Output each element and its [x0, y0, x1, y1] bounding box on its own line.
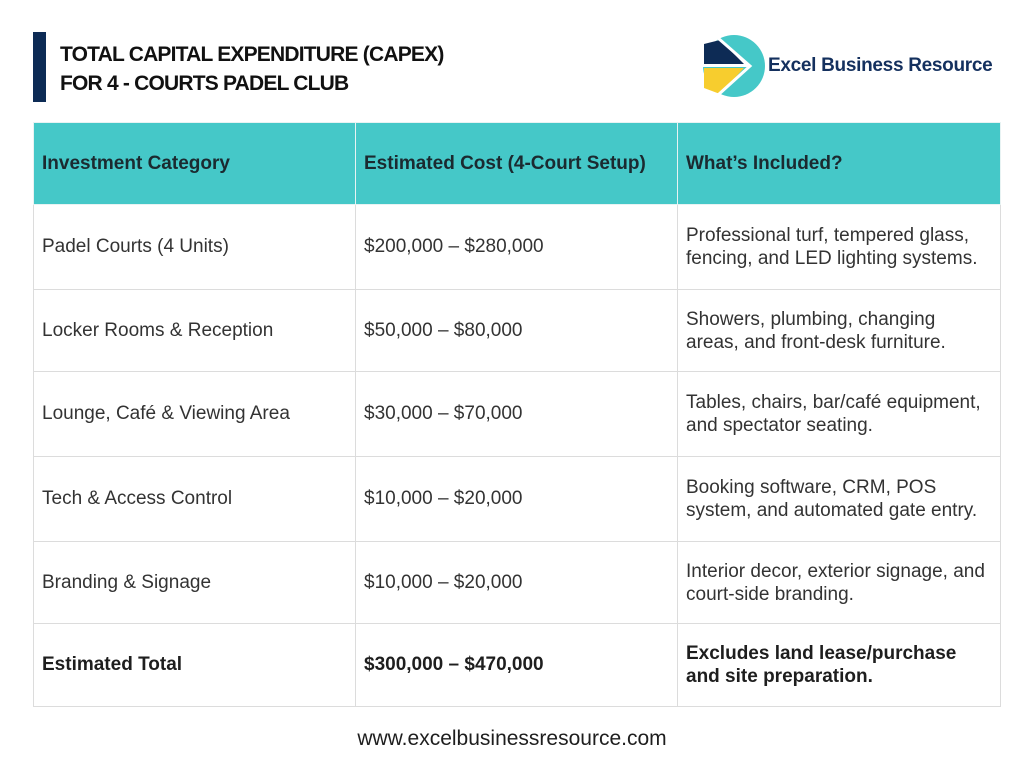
total-label: Estimated Total [33, 623, 356, 707]
included-cell: Interior decor, exterior signage, and co… [677, 541, 1001, 624]
total-cost: $300,000 – $470,000 [355, 623, 678, 707]
included-cell: Professional turf, tempered glass, fenci… [677, 204, 1001, 290]
total-note: Excludes land lease/purchase and site pr… [677, 623, 1001, 707]
cost-cell: $10,000 – $20,000 [355, 456, 678, 542]
included-cell: Tables, chairs, bar/café equipment, and … [677, 371, 1001, 457]
title-accent-bar [33, 32, 46, 102]
category-cell: Locker Rooms & Reception [33, 289, 356, 372]
website-url: www.excelbusinessresource.com [357, 727, 667, 750]
included-cell: Showers, plumbing, changing areas, and f… [677, 289, 1001, 372]
brand-name: Excel Business Resource [768, 55, 993, 76]
included-cell: Booking software, CRM, POS system, and a… [677, 456, 1001, 542]
title-line-1: TOTAL CAPITAL EXPENDITURE (CAPEX) [60, 43, 444, 66]
column-header-category: Investment Category [33, 122, 356, 205]
arrow-circle-logo-icon [701, 35, 765, 97]
category-cell: Padel Courts (4 Units) [33, 204, 356, 290]
table-row: Tech & Access Control $10,000 – $20,000 … [33, 456, 1001, 542]
category-cell: Branding & Signage [33, 541, 356, 624]
capex-table: Investment Category Estimated Cost (4-Co… [33, 122, 1001, 707]
table-row: Locker Rooms & Reception $50,000 – $80,0… [33, 289, 1001, 372]
table-row: Padel Courts (4 Units) $200,000 – $280,0… [33, 204, 1001, 290]
column-header-cost: Estimated Cost (4-Court Setup) [355, 122, 678, 205]
table-row: Lounge, Café & Viewing Area $30,000 – $7… [33, 371, 1001, 457]
cost-cell: $10,000 – $20,000 [355, 541, 678, 624]
page-title: TOTAL CAPITAL EXPENDITURE (CAPEX) FOR 4 … [60, 40, 444, 98]
category-cell: Lounge, Café & Viewing Area [33, 371, 356, 457]
column-header-included: What’s Included? [677, 122, 1001, 205]
category-cell: Tech & Access Control [33, 456, 356, 542]
cost-cell: $30,000 – $70,000 [355, 371, 678, 457]
cost-cell: $50,000 – $80,000 [355, 289, 678, 372]
table-row: Branding & Signage $10,000 – $20,000 Int… [33, 541, 1001, 624]
title-line-2: FOR 4 - COURTS PADEL CLUB [60, 72, 349, 95]
cost-cell: $200,000 – $280,000 [355, 204, 678, 290]
table-header-row: Investment Category Estimated Cost (4-Co… [33, 122, 1001, 205]
brand-logo: Excel Business Resource [698, 34, 993, 98]
total-row: Estimated Total $300,000 – $470,000 Excl… [33, 623, 1001, 707]
